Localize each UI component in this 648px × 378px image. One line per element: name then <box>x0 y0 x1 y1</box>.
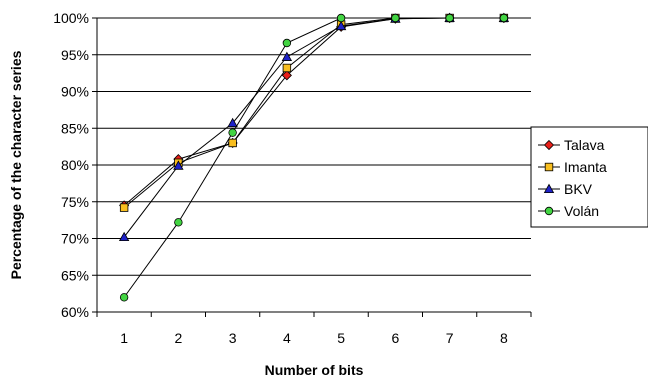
data-point-marker <box>281 51 293 61</box>
data-point-marker <box>119 203 129 212</box>
x-tick-label: 5 <box>337 330 345 346</box>
y-tick-label: 65% <box>61 267 89 283</box>
x-tick-label: 4 <box>283 330 291 346</box>
legend-entry: Talava <box>538 137 605 153</box>
x-axis-ticks: 1 2 3 4 5 6 7 8 <box>96 312 532 346</box>
legend-entry: BKV <box>538 181 593 197</box>
data-point-marker <box>228 128 237 137</box>
legend-label: Volán <box>564 203 599 219</box>
y-tick-label: 85% <box>61 120 89 136</box>
x-tick-label: 6 <box>391 330 399 346</box>
series <box>118 12 510 302</box>
series-vol-n <box>119 13 509 302</box>
data-point-marker <box>119 293 129 302</box>
data-point-marker <box>445 13 454 23</box>
data-point-marker <box>282 63 292 73</box>
x-tick-label: 3 <box>229 330 237 346</box>
data-point-marker <box>281 70 292 81</box>
y-tick-label: 60% <box>61 304 89 320</box>
data-point-marker <box>543 139 555 151</box>
series-talava <box>119 12 509 211</box>
data-point-marker <box>391 13 400 23</box>
data-point-marker <box>499 13 509 23</box>
y-tick-label: 70% <box>61 231 89 247</box>
data-point-marker <box>544 162 554 172</box>
legend-label: Talava <box>564 137 605 153</box>
data-point-marker <box>336 13 346 23</box>
data-point-marker <box>118 231 130 242</box>
legend-label: BKV <box>564 181 593 197</box>
y-tick-label: 95% <box>61 47 89 63</box>
data-point-marker <box>544 206 554 216</box>
series-line <box>123 17 504 298</box>
y-axis-title: Percentage of the character series <box>8 50 24 279</box>
series-imanta <box>119 13 509 212</box>
data-point-marker <box>335 20 347 31</box>
x-tick-label: 7 <box>446 330 454 346</box>
series-line <box>123 17 504 209</box>
data-point-marker <box>227 117 238 128</box>
y-tick-label: 75% <box>61 194 89 210</box>
grid-lines <box>97 17 531 313</box>
x-tick-label: 1 <box>120 330 128 346</box>
legend-label: Imanta <box>564 159 607 175</box>
data-point-marker <box>173 160 184 170</box>
data-point-marker <box>543 183 555 194</box>
x-tick-label: 8 <box>500 330 508 346</box>
y-axis-ticks: 60% 65% 70% 75% 80% 85% 90% 95% 100% <box>53 10 97 320</box>
x-axis-title: Number of bits <box>265 362 364 378</box>
legend-entry: Imanta <box>538 159 607 175</box>
data-point-marker <box>228 138 237 148</box>
data-point-marker <box>282 38 292 48</box>
y-tick-label: 80% <box>61 157 89 173</box>
data-point-marker <box>174 218 183 227</box>
x-tick-label: 2 <box>174 330 182 346</box>
series-bkv <box>118 12 510 242</box>
y-tick-label: 90% <box>61 84 89 100</box>
legend: Talava Imanta BKV Volán <box>530 126 648 228</box>
axes <box>96 18 531 313</box>
legend-entry: Volán <box>538 203 599 219</box>
y-tick-label: 100% <box>53 10 89 26</box>
